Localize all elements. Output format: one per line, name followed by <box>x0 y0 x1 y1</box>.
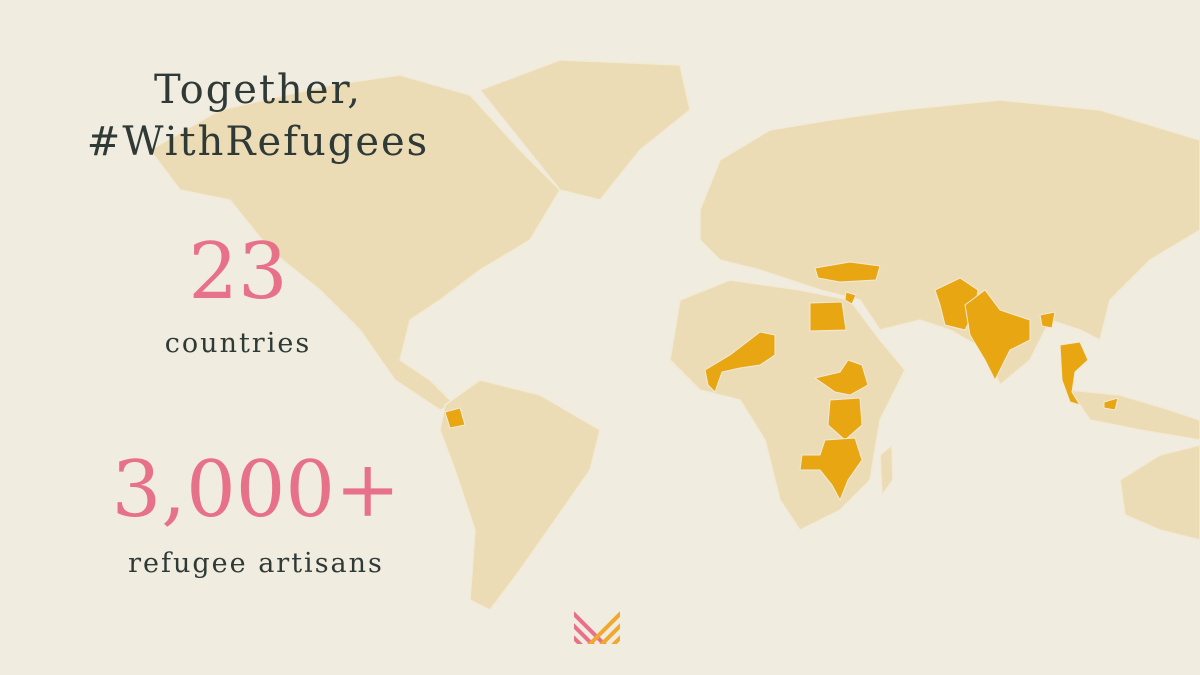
thailand-malaysia <box>1059 341 1089 406</box>
south-america <box>439 379 601 611</box>
madagascar <box>879 443 894 498</box>
stat-number: 23 <box>188 227 287 317</box>
kenya-uganda <box>827 397 863 441</box>
australia <box>1119 444 1200 541</box>
highlighted-countries <box>444 261 1119 502</box>
southeast-asia <box>1068 389 1200 441</box>
jordan <box>844 291 857 305</box>
title-line-1: Together, <box>154 67 362 113</box>
niger-mali <box>704 331 776 393</box>
turkey <box>814 261 881 283</box>
indonesia <box>1103 397 1119 411</box>
north-america <box>148 74 561 411</box>
title-line-2: #WithRefugees <box>87 119 429 165</box>
stat-label: countries <box>165 328 311 359</box>
logo <box>574 604 620 644</box>
bangladesh <box>1039 311 1056 329</box>
ecuador <box>444 407 466 429</box>
stat-number: 3,000+ <box>112 445 401 535</box>
egypt <box>809 301 847 332</box>
greenland <box>478 59 691 201</box>
ethiopia-sudan <box>813 359 869 396</box>
tanzania-zambia-mozambique <box>799 437 863 502</box>
stat-label: refugee artisans <box>128 548 384 579</box>
india <box>964 289 1031 382</box>
